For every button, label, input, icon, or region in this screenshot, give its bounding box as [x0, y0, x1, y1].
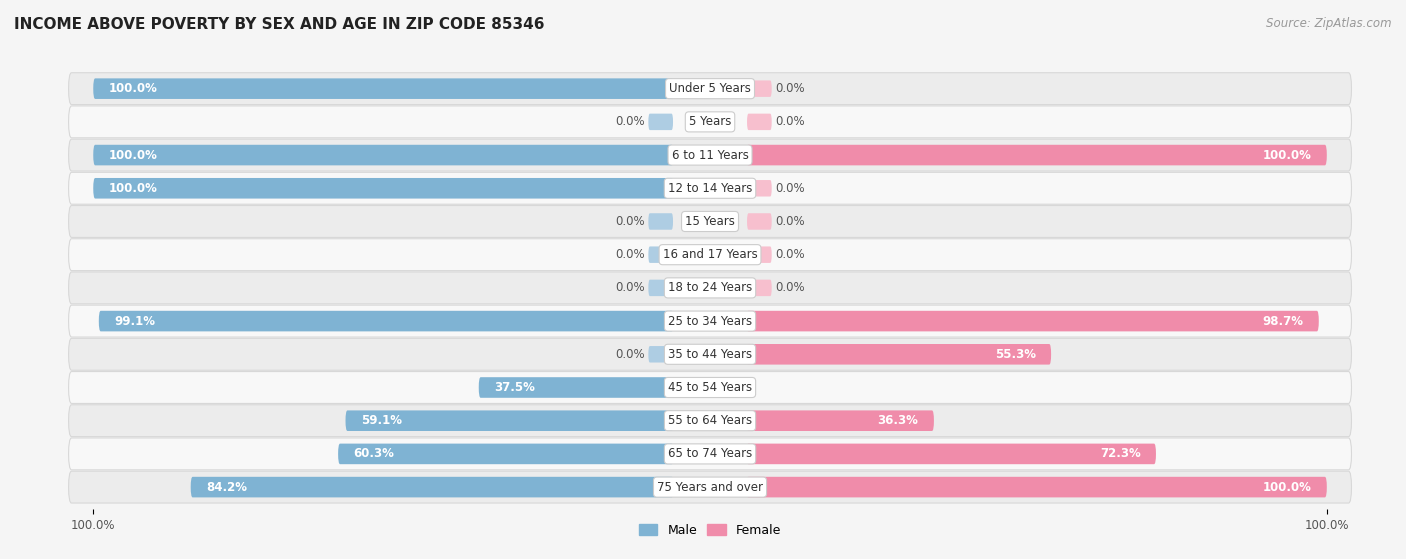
Text: 65 to 74 Years: 65 to 74 Years [668, 447, 752, 461]
Text: 0.0%: 0.0% [775, 215, 804, 228]
Text: Under 5 Years: Under 5 Years [669, 82, 751, 95]
Text: 45 to 54 Years: 45 to 54 Years [668, 381, 752, 394]
Text: 5 Years: 5 Years [689, 115, 731, 129]
FancyBboxPatch shape [747, 477, 1327, 498]
FancyBboxPatch shape [69, 471, 1351, 503]
Text: 12 to 14 Years: 12 to 14 Years [668, 182, 752, 195]
FancyBboxPatch shape [747, 280, 772, 296]
Text: 37.5%: 37.5% [494, 381, 536, 394]
FancyBboxPatch shape [747, 180, 772, 197]
FancyBboxPatch shape [69, 106, 1351, 138]
FancyBboxPatch shape [648, 247, 673, 263]
FancyBboxPatch shape [337, 444, 673, 464]
FancyBboxPatch shape [93, 145, 673, 165]
Text: 55 to 64 Years: 55 to 64 Years [668, 414, 752, 427]
Text: 55.3%: 55.3% [994, 348, 1036, 361]
FancyBboxPatch shape [69, 438, 1351, 470]
Text: 100.0%: 100.0% [108, 82, 157, 95]
FancyBboxPatch shape [747, 247, 772, 263]
Text: 25 to 34 Years: 25 to 34 Years [668, 315, 752, 328]
Text: 98.7%: 98.7% [1263, 315, 1303, 328]
Text: 100.0%: 100.0% [1263, 149, 1312, 162]
FancyBboxPatch shape [747, 213, 772, 230]
FancyBboxPatch shape [69, 172, 1351, 204]
FancyBboxPatch shape [93, 178, 673, 198]
FancyBboxPatch shape [742, 377, 748, 398]
Text: 0.0%: 0.0% [775, 248, 804, 261]
FancyBboxPatch shape [747, 410, 934, 431]
FancyBboxPatch shape [747, 444, 1156, 464]
Text: 60.3%: 60.3% [353, 447, 395, 461]
Text: 0.0%: 0.0% [775, 82, 804, 95]
Text: 0.0%: 0.0% [616, 115, 645, 129]
Text: 15 Years: 15 Years [685, 215, 735, 228]
Text: 72.3%: 72.3% [1099, 447, 1140, 461]
FancyBboxPatch shape [69, 206, 1351, 238]
FancyBboxPatch shape [69, 73, 1351, 105]
Text: 0.0%: 0.0% [616, 281, 645, 295]
FancyBboxPatch shape [69, 139, 1351, 171]
Text: 6 to 11 Years: 6 to 11 Years [672, 149, 748, 162]
FancyBboxPatch shape [69, 372, 1351, 404]
Text: 0.0%: 0.0% [616, 248, 645, 261]
FancyBboxPatch shape [69, 305, 1351, 337]
Text: 0.0%: 0.0% [616, 348, 645, 361]
FancyBboxPatch shape [69, 239, 1351, 271]
FancyBboxPatch shape [648, 113, 673, 130]
Text: 5.6%: 5.6% [696, 381, 730, 394]
FancyBboxPatch shape [69, 405, 1351, 437]
Text: 100.0%: 100.0% [108, 182, 157, 195]
FancyBboxPatch shape [747, 113, 772, 130]
FancyBboxPatch shape [648, 213, 673, 230]
Text: 0.0%: 0.0% [775, 182, 804, 195]
Text: 100.0%: 100.0% [108, 149, 157, 162]
FancyBboxPatch shape [98, 311, 673, 331]
Text: 100.0%: 100.0% [1263, 481, 1312, 494]
FancyBboxPatch shape [747, 311, 1319, 331]
Text: 35 to 44 Years: 35 to 44 Years [668, 348, 752, 361]
FancyBboxPatch shape [191, 477, 673, 498]
Text: 0.0%: 0.0% [616, 215, 645, 228]
Text: INCOME ABOVE POVERTY BY SEX AND AGE IN ZIP CODE 85346: INCOME ABOVE POVERTY BY SEX AND AGE IN Z… [14, 17, 544, 32]
FancyBboxPatch shape [69, 338, 1351, 370]
Text: 16 and 17 Years: 16 and 17 Years [662, 248, 758, 261]
FancyBboxPatch shape [648, 346, 673, 363]
FancyBboxPatch shape [747, 344, 1052, 364]
Text: 0.0%: 0.0% [775, 115, 804, 129]
FancyBboxPatch shape [747, 80, 772, 97]
Text: 0.0%: 0.0% [775, 281, 804, 295]
FancyBboxPatch shape [93, 78, 673, 99]
Text: 99.1%: 99.1% [114, 315, 155, 328]
Text: 36.3%: 36.3% [877, 414, 918, 427]
Legend: Male, Female: Male, Female [634, 519, 786, 542]
Text: Source: ZipAtlas.com: Source: ZipAtlas.com [1267, 17, 1392, 30]
FancyBboxPatch shape [747, 145, 1327, 165]
Text: 84.2%: 84.2% [207, 481, 247, 494]
Text: 18 to 24 Years: 18 to 24 Years [668, 281, 752, 295]
Text: 59.1%: 59.1% [361, 414, 402, 427]
FancyBboxPatch shape [478, 377, 673, 398]
FancyBboxPatch shape [648, 280, 673, 296]
FancyBboxPatch shape [346, 410, 673, 431]
FancyBboxPatch shape [69, 272, 1351, 304]
Text: 75 Years and over: 75 Years and over [657, 481, 763, 494]
